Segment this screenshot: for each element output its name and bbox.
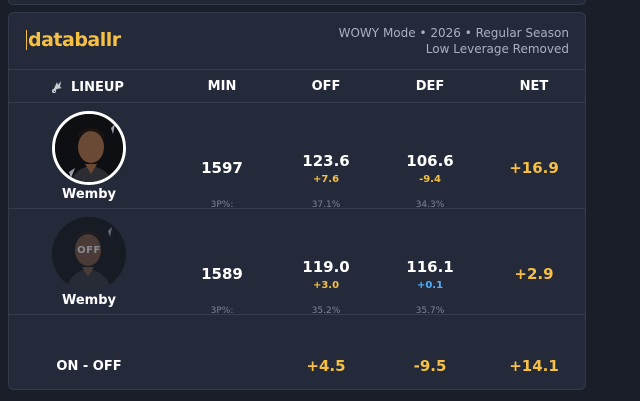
brand-logo[interactable]: databallr xyxy=(26,29,121,51)
col-min[interactable]: MIN xyxy=(207,79,237,94)
net-value: +2.9 xyxy=(514,265,554,283)
col-lineup: LINEUP xyxy=(49,79,149,95)
on-off-summary-row: ON - OFF +4.5 -9.5 +14.1 xyxy=(9,315,585,389)
off-value: 123.6 xyxy=(302,152,350,170)
def-diff: +0.1 xyxy=(416,280,444,291)
player-name: Wemby xyxy=(61,187,117,202)
col-lineup-label: LINEUP xyxy=(71,79,124,95)
def-subnote: 35.7% xyxy=(415,306,445,316)
net-value: +16.9 xyxy=(509,159,559,177)
off-badge: OFF xyxy=(77,245,101,256)
def-diff: -9.4 xyxy=(419,174,441,185)
min-value: 1597 xyxy=(201,159,243,177)
column-header-row: LINEUP MIN OFF DEF NET xyxy=(9,69,585,103)
off-value: 119.0 xyxy=(302,258,350,276)
player-name: Wemby xyxy=(61,293,117,308)
player-avatar-off: OFF xyxy=(52,217,126,291)
off-subnote: 35.2% xyxy=(311,306,341,316)
def-value: 116.1 xyxy=(406,258,454,276)
mode-info: WOWY Mode • 2026 • Regular Season Low Le… xyxy=(339,25,569,57)
min-subnote: 3P%: xyxy=(210,306,234,316)
on-off-label: ON - OFF xyxy=(56,359,122,374)
on-off-def: -9.5 xyxy=(413,357,447,375)
spurs-logo-icon xyxy=(51,81,62,94)
lineup-row-on: Wemby 1597 123.6 +7.6 106.6 -9.4 +16.9 3… xyxy=(9,103,585,210)
on-off-off: +4.5 xyxy=(306,357,346,375)
on-off-net: +14.1 xyxy=(509,357,559,375)
wowy-card: databallr WOWY Mode • 2026 • Regular Sea… xyxy=(8,12,586,390)
col-off[interactable]: OFF xyxy=(311,79,341,94)
previous-card-edge xyxy=(8,0,586,5)
mode-line: WOWY Mode • 2026 • Regular Season xyxy=(338,26,569,40)
leverage-line: Low Leverage Removed xyxy=(425,42,569,56)
off-diff: +3.0 xyxy=(312,280,340,291)
col-net[interactable]: NET xyxy=(519,79,549,94)
def-subnote: 34.3% xyxy=(415,200,445,210)
card-header: databallr WOWY Mode • 2026 • Regular Sea… xyxy=(9,13,585,69)
col-def[interactable]: DEF xyxy=(415,79,445,94)
off-diff: +7.6 xyxy=(312,174,340,185)
player-avatar xyxy=(52,111,126,185)
off-subnote: 37.1% xyxy=(311,200,341,210)
player-headshot xyxy=(52,217,126,291)
def-value: 106.6 xyxy=(406,152,454,170)
lineup-row-off: OFF Wemby 1589 119.0 +3.0 116.1 +0.1 +2.… xyxy=(9,209,585,316)
min-value: 1589 xyxy=(201,265,243,283)
player-headshot xyxy=(55,114,123,182)
min-subnote: 3P%: xyxy=(210,200,234,210)
